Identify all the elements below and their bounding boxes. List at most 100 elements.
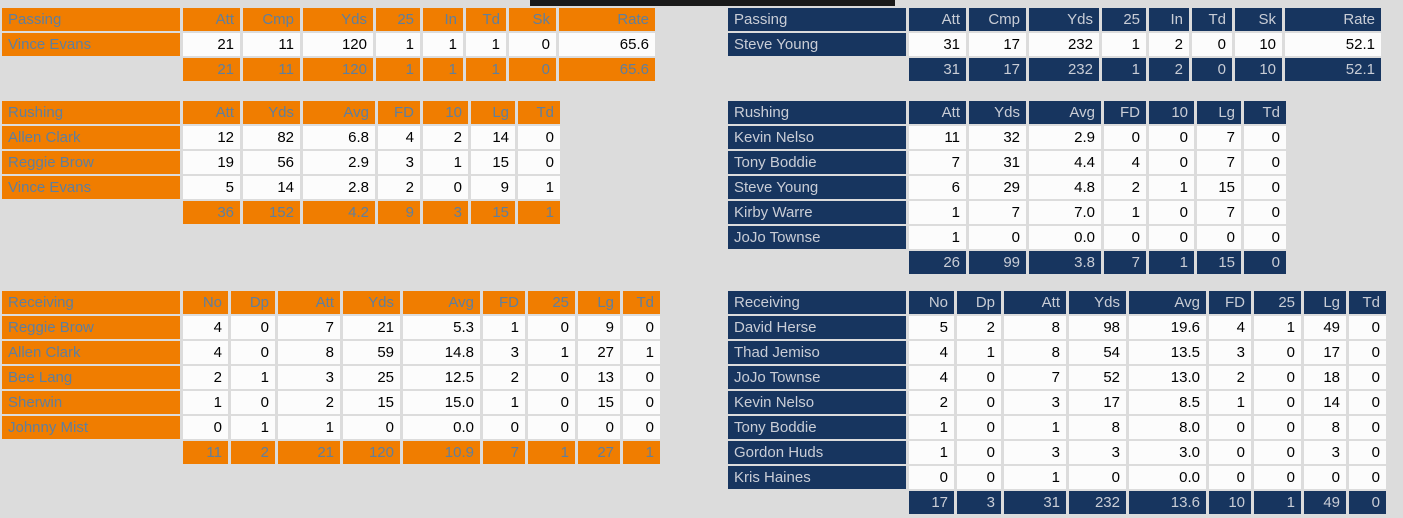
player-stat-row: JoJo Townse 1 0 0.0 0 0 0 0 xyxy=(728,226,1286,249)
totals-value-cell: 65.6 xyxy=(559,58,655,81)
column-header: In xyxy=(423,8,463,31)
stat-value-cell: 0 xyxy=(1244,176,1286,199)
stat-value-cell: 0 xyxy=(1149,126,1194,149)
stat-value-cell: 0 xyxy=(1254,416,1301,439)
stat-value-cell: 1 xyxy=(909,201,966,224)
totals-value-cell: 1 xyxy=(518,201,560,224)
stat-value-cell: 2.8 xyxy=(303,176,375,199)
stat-value-cell: 0.0 xyxy=(403,416,480,439)
stat-value-cell: 3 xyxy=(1004,391,1066,414)
stat-value-cell: 3 xyxy=(1209,341,1251,364)
player-name-cell: Vince Evans xyxy=(2,176,180,199)
stat-value-cell: 32 xyxy=(969,126,1026,149)
section-title-passing: Passing xyxy=(728,8,906,31)
stat-value-cell: 8 xyxy=(1004,316,1066,339)
totals-value-cell: 49 xyxy=(1304,491,1346,514)
stat-value-cell: 2 xyxy=(483,366,525,389)
stat-value-cell: 1 xyxy=(231,416,275,439)
stat-value-cell: 2 xyxy=(957,316,1001,339)
stat-value-cell: 0 xyxy=(1349,391,1386,414)
stat-value-cell: 0 xyxy=(1244,201,1286,224)
stat-value-cell: 15 xyxy=(578,391,620,414)
totals-value-cell: 1 xyxy=(376,58,420,81)
stat-value-cell: 98 xyxy=(1069,316,1126,339)
column-header: Att xyxy=(909,8,966,31)
totals-value-cell: 0 xyxy=(1349,491,1386,514)
stat-value-cell: 2 xyxy=(378,176,420,199)
stat-value-cell: 17 xyxy=(1304,341,1346,364)
stat-value-cell: 2 xyxy=(909,391,954,414)
column-header: No xyxy=(909,291,954,314)
section-title-rushing: Rushing xyxy=(2,101,180,124)
stat-value-cell: 29 xyxy=(969,176,1026,199)
totals-value-cell: 120 xyxy=(343,441,400,464)
column-header: Lg xyxy=(471,101,515,124)
column-header: Rate xyxy=(559,8,655,31)
player-name-cell: Kevin Nelso xyxy=(728,126,906,149)
column-header: FD xyxy=(1209,291,1251,314)
player-name-cell: Bee Lang xyxy=(2,366,180,389)
column-header: Td xyxy=(1192,8,1232,31)
column-header: Lg xyxy=(1197,101,1241,124)
stat-value-cell: 0 xyxy=(1304,466,1346,489)
stat-table-rushing: Rushing Att Yds Avg FD 10 Lg Td Kevin Nelso 11 32 2… xyxy=(728,101,1286,276)
column-header: Sk xyxy=(1235,8,1282,31)
stat-value-cell: 0 xyxy=(969,226,1026,249)
stat-value-cell: 0 xyxy=(1149,226,1194,249)
totals-value-cell: 26 xyxy=(909,251,966,274)
stat-value-cell: 1 xyxy=(1149,176,1194,199)
column-header: Td xyxy=(518,101,560,124)
player-name-cell: Steve Young xyxy=(728,33,906,56)
stat-value-cell: 0 xyxy=(957,416,1001,439)
stat-value-cell: 0.0 xyxy=(1129,466,1206,489)
column-header: 25 xyxy=(1102,8,1146,31)
stat-value-cell: 14 xyxy=(471,126,515,149)
stat-value-cell: 7 xyxy=(969,201,1026,224)
column-header: Att xyxy=(183,8,240,31)
stat-value-cell: 21 xyxy=(343,316,400,339)
totals-value-cell: 36 xyxy=(183,201,240,224)
stat-value-cell: 8 xyxy=(278,341,340,364)
stat-value-cell: 1 xyxy=(466,33,506,56)
stat-value-cell: 12.5 xyxy=(403,366,480,389)
player-stat-row: Reggie Brow 19 56 2.9 3 1 15 0 xyxy=(2,151,560,174)
totals-value-cell: 232 xyxy=(1069,491,1126,514)
stat-value-cell: 0 xyxy=(623,416,660,439)
totals-value-cell: 11 xyxy=(243,58,300,81)
totals-value-cell: 17 xyxy=(909,491,954,514)
column-header: Rate xyxy=(1285,8,1381,31)
totals-spacer-cell xyxy=(2,441,180,464)
left-team-stats-column: Passing Att Cmp Yds 25 In Td Sk Rate Vince Evans 2… xyxy=(2,0,662,518)
totals-value-cell: 27 xyxy=(578,441,620,464)
table-header-row: Rushing Att Yds Avg FD 10 Lg Td xyxy=(728,101,1286,124)
player-stat-row: Sherwin 1 0 2 15 15.0 1 0 15 0 xyxy=(2,391,660,414)
stat-value-cell: 0 xyxy=(1197,226,1241,249)
section-title-receiving: Receiving xyxy=(2,291,180,314)
player-stat-row: Steve Young 6 29 4.8 2 1 15 0 xyxy=(728,176,1286,199)
stat-table-passing: Passing Att Cmp Yds 25 In Td Sk Rate Vince Evans 2… xyxy=(2,8,655,83)
player-stat-row: Allen Clark 4 0 8 59 14.8 3 1 27 1 xyxy=(2,341,660,364)
stat-value-cell: 3 xyxy=(1004,441,1066,464)
stat-value-cell: 1 xyxy=(483,316,525,339)
player-stat-row: Kevin Nelso 11 32 2.9 0 0 7 0 xyxy=(728,126,1286,149)
stat-value-cell: 1 xyxy=(909,441,954,464)
stat-value-cell: 0 xyxy=(528,416,575,439)
player-name-cell: Allen Clark xyxy=(2,126,180,149)
stat-value-cell: 15 xyxy=(1197,176,1241,199)
stat-value-cell: 2 xyxy=(423,126,468,149)
stat-value-cell: 7 xyxy=(1197,126,1241,149)
stat-value-cell: 4 xyxy=(378,126,420,149)
column-header: Avg xyxy=(1129,291,1206,314)
stat-value-cell: 1 xyxy=(1004,416,1066,439)
stat-value-cell: 0 xyxy=(1254,391,1301,414)
stat-value-cell: 0 xyxy=(623,391,660,414)
totals-value-cell: 3 xyxy=(957,491,1001,514)
stat-value-cell: 3 xyxy=(483,341,525,364)
column-header: Yds xyxy=(1069,291,1126,314)
totals-spacer-cell xyxy=(728,58,906,81)
column-header: Yds xyxy=(243,101,300,124)
section-title-rushing: Rushing xyxy=(728,101,906,124)
stat-value-cell: 1 xyxy=(957,341,1001,364)
player-name-cell: JoJo Townse xyxy=(728,226,906,249)
stat-value-cell: 14 xyxy=(1304,391,1346,414)
